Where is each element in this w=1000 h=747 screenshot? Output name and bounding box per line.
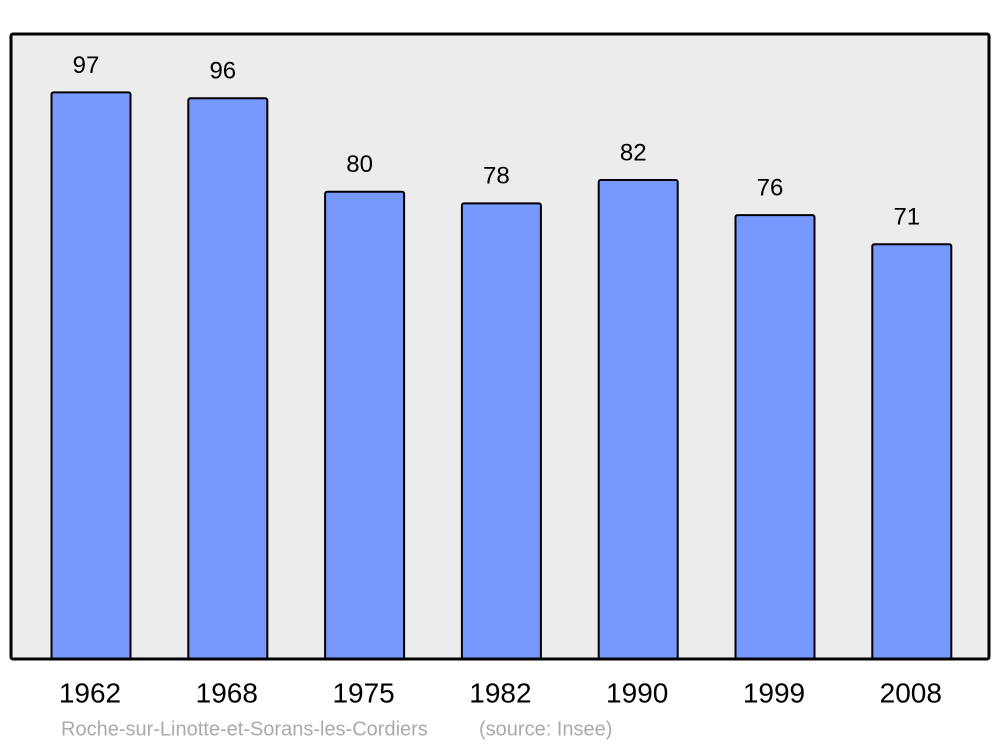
x-tick-label: 1968	[196, 677, 258, 708]
bar	[50, 91, 132, 661]
value-label: 80	[346, 151, 373, 178]
x-tick-label: 1990	[606, 677, 668, 708]
x-tick-label: 1982	[469, 677, 531, 708]
bar	[597, 179, 679, 660]
chart-title: Roche-sur-Linotte-et-Sorans-les-Cordiers	[61, 718, 428, 740]
bar	[324, 190, 406, 661]
value-label: 71	[893, 204, 920, 231]
bar	[460, 202, 542, 660]
x-tick-label: 1975	[332, 677, 394, 708]
bar	[871, 243, 953, 661]
value-label: 97	[73, 52, 100, 79]
bars	[50, 91, 953, 661]
x-tick-label: 1962	[59, 677, 121, 708]
plot-frame	[9, 32, 991, 661]
x-tick-label: 2008	[880, 677, 942, 708]
value-label: 76	[757, 174, 784, 201]
value-label: 82	[620, 139, 647, 166]
value-label: 78	[483, 163, 510, 190]
x-tick-label: 1999	[743, 677, 805, 708]
bar	[734, 214, 816, 660]
bar	[187, 97, 269, 661]
source: (source: Insee)	[479, 718, 612, 740]
value-label: 96	[209, 58, 236, 85]
